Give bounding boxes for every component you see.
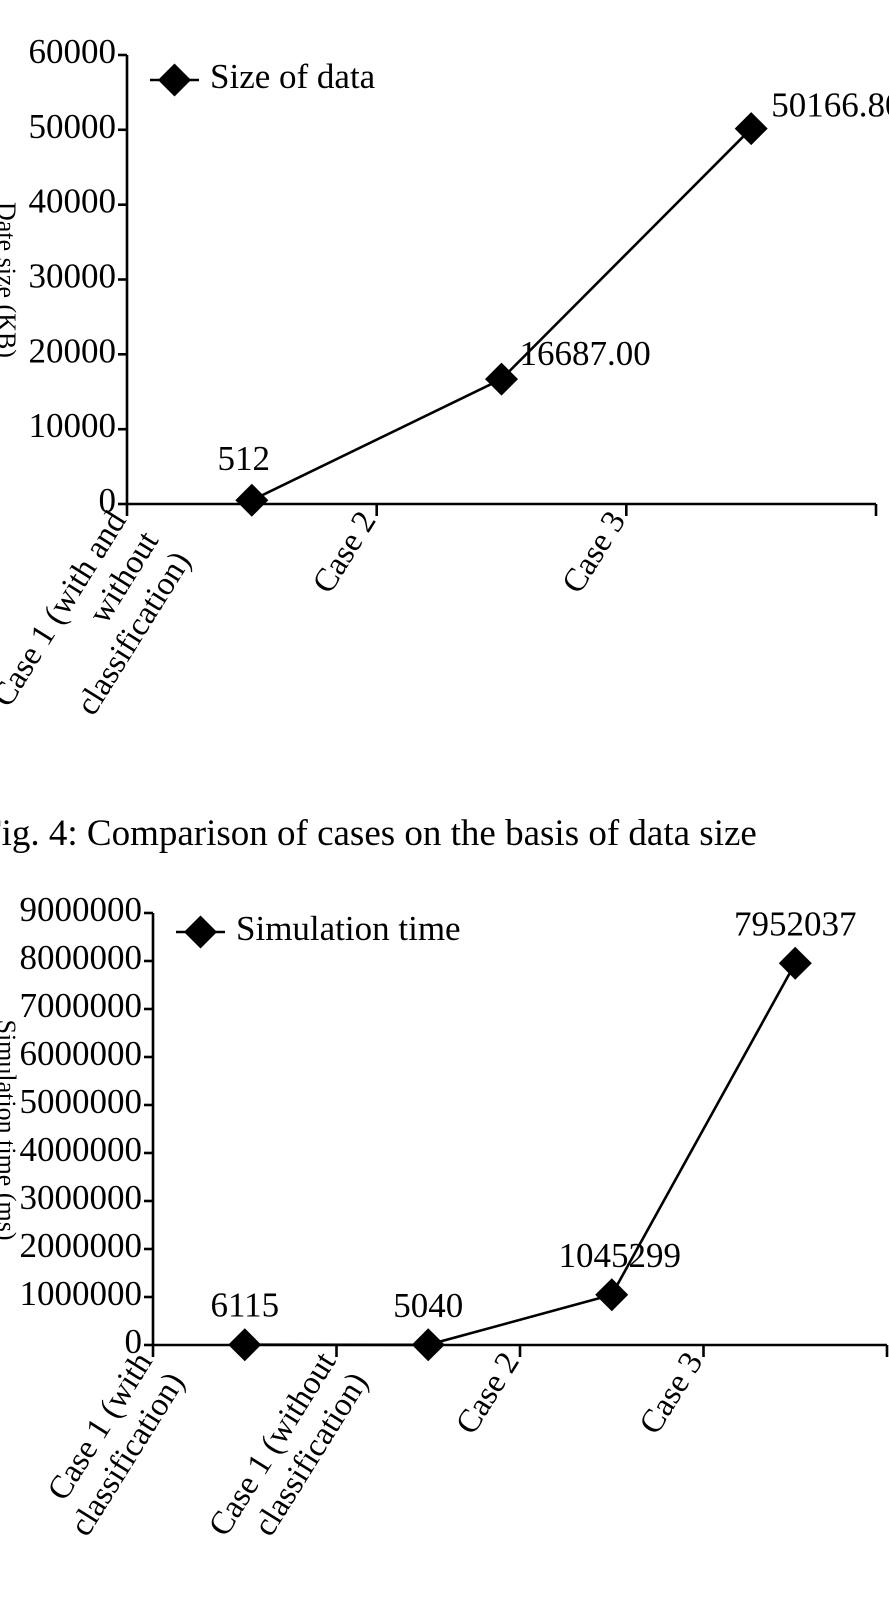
svg-text:50000: 50000 [29,107,117,146]
svg-text:5040: 5040 [393,1286,463,1325]
svg-text:60000: 60000 [29,32,117,71]
svg-text:40000: 40000 [29,182,117,221]
svg-text:Simulation time (ms): Simulation time (ms) [0,1020,21,1241]
svg-text:Fig. 4: Comparison of cases on: Fig. 4: Comparison of cases on the basis… [0,813,757,854]
svg-text:7000000: 7000000 [20,986,143,1025]
svg-text:Case 3: Case 3 [633,1346,711,1440]
svg-text:8000000: 8000000 [20,938,143,977]
svg-text:9000000: 9000000 [20,890,143,929]
svg-text:Case 2: Case 2 [449,1346,527,1440]
svg-text:Case 1 (withoutclassification): Case 1 (withoutclassification) [202,1346,376,1562]
svg-text:3000000: 3000000 [20,1178,143,1217]
svg-text:Case 1 (withclassification): Case 1 (withclassification) [31,1346,192,1543]
svg-text:Case 1 (with andwithoutclassif: Case 1 (with andwithoutclassification) [0,505,199,754]
svg-text:Case 2: Case 2 [306,505,384,599]
svg-text:Case 3: Case 3 [555,505,633,599]
svg-text:1045299: 1045299 [559,1236,682,1275]
svg-text:50166.80: 50166.80 [771,86,889,125]
svg-text:Size of data: Size of data [210,57,376,96]
svg-text:20000: 20000 [29,331,117,370]
svg-text:1000000: 1000000 [20,1274,143,1313]
svg-text:Simulation time: Simulation time [236,909,461,948]
svg-text:10000: 10000 [29,406,117,445]
svg-text:2000000: 2000000 [20,1226,143,1265]
svg-text:30000: 30000 [29,257,117,296]
svg-text:5000000: 5000000 [20,1082,143,1121]
svg-text:512: 512 [218,439,271,478]
svg-text:4000000: 4000000 [20,1130,143,1169]
svg-text:6115: 6115 [210,1286,279,1325]
svg-text:16687.00: 16687.00 [520,334,651,373]
svg-text:6000000: 6000000 [20,1034,143,1073]
svg-text:Date size (KB): Date size (KB) [0,202,21,358]
svg-text:7952037: 7952037 [734,904,857,943]
